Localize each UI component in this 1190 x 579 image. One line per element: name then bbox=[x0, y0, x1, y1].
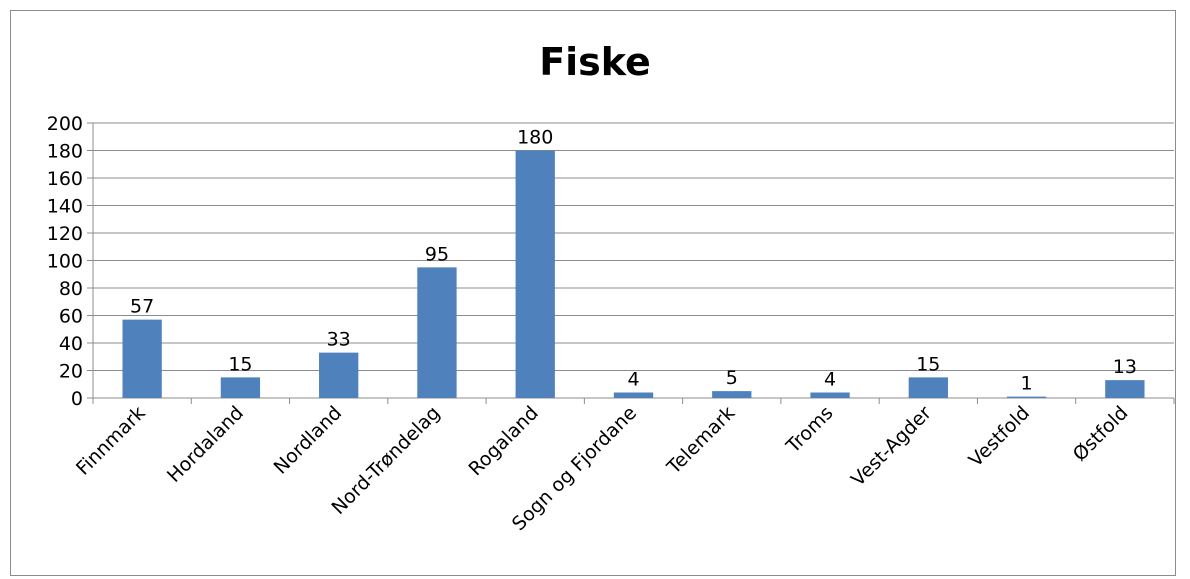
category-label: Vest-Agder bbox=[847, 402, 936, 491]
data-label: 57 bbox=[130, 296, 154, 318]
data-label: 4 bbox=[824, 369, 836, 391]
category-label: Vestfold bbox=[965, 402, 1034, 471]
bars bbox=[122, 150, 1145, 398]
y-tick-label: 80 bbox=[59, 278, 83, 300]
data-label: 1 bbox=[1021, 373, 1033, 395]
y-tick-label: 160 bbox=[47, 168, 83, 190]
y-tick-label: 60 bbox=[59, 306, 83, 328]
chart-title: Fiske bbox=[539, 40, 651, 84]
category-label: Rogaland bbox=[464, 402, 542, 480]
category-label: Troms bbox=[782, 402, 838, 458]
category-label: Finnmark bbox=[72, 402, 150, 480]
y-tick-label: 120 bbox=[47, 223, 83, 245]
labels: 02040608010012014016018020057Finnmark15H… bbox=[47, 113, 1137, 535]
bar bbox=[319, 352, 359, 398]
y-tick-label: 40 bbox=[59, 333, 83, 355]
y-tick-label: 100 bbox=[47, 251, 83, 273]
data-label: 95 bbox=[425, 243, 449, 265]
category-label: Hordaland bbox=[163, 402, 248, 487]
category-label: Nord-Trøndelag bbox=[327, 402, 444, 519]
gridlines bbox=[93, 122, 1174, 371]
bar bbox=[908, 377, 948, 398]
bar bbox=[712, 391, 752, 398]
bar bbox=[1105, 380, 1145, 398]
data-label: 33 bbox=[327, 329, 351, 351]
bar bbox=[417, 267, 457, 398]
y-tick-label: 180 bbox=[47, 141, 83, 163]
data-label: 15 bbox=[916, 353, 940, 375]
category-label: Østfold bbox=[1069, 402, 1133, 466]
data-label: 15 bbox=[228, 353, 252, 375]
chart-frame bbox=[10, 10, 1176, 576]
bar bbox=[515, 150, 555, 398]
data-label: 180 bbox=[517, 127, 553, 149]
y-tick-label: 20 bbox=[59, 361, 83, 383]
bar bbox=[810, 392, 850, 398]
y-tick-label: 0 bbox=[71, 388, 83, 410]
data-label: 4 bbox=[627, 369, 639, 391]
y-tick-label: 200 bbox=[47, 113, 83, 135]
data-label: 5 bbox=[726, 367, 738, 389]
data-label: 13 bbox=[1113, 356, 1137, 378]
category-label: Nordland bbox=[270, 402, 347, 479]
bar bbox=[613, 392, 654, 398]
y-tick-label: 140 bbox=[47, 196, 83, 218]
bar bbox=[122, 319, 162, 398]
bar bbox=[220, 377, 261, 398]
category-label: Telemark bbox=[662, 402, 739, 479]
bar bbox=[1006, 396, 1047, 398]
